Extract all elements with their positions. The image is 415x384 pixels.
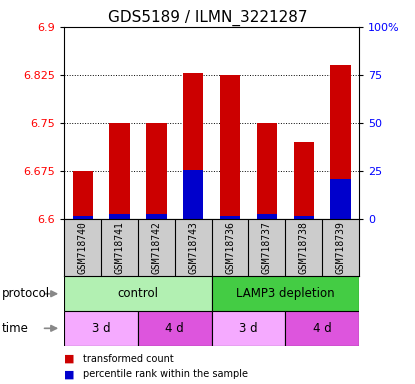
Text: GSM718741: GSM718741 xyxy=(115,221,124,274)
Bar xyxy=(146,123,166,219)
Bar xyxy=(183,73,203,219)
Text: protocol: protocol xyxy=(2,287,50,300)
Bar xyxy=(220,75,240,219)
Text: percentile rank within the sample: percentile rank within the sample xyxy=(83,369,248,379)
Text: control: control xyxy=(117,287,159,300)
Text: GSM718736: GSM718736 xyxy=(225,221,235,274)
Bar xyxy=(285,311,359,346)
Text: GSM718739: GSM718739 xyxy=(336,221,346,274)
Text: GSM718737: GSM718737 xyxy=(262,221,272,274)
Text: time: time xyxy=(2,322,29,335)
Bar xyxy=(257,214,277,219)
Bar xyxy=(293,216,314,219)
Bar xyxy=(73,216,93,219)
Text: GSM718738: GSM718738 xyxy=(299,221,309,274)
Bar xyxy=(73,171,93,219)
Text: 4 d: 4 d xyxy=(313,322,332,335)
Bar xyxy=(183,170,203,219)
Text: 3 d: 3 d xyxy=(92,322,110,335)
Bar xyxy=(330,65,351,219)
Text: GSM718740: GSM718740 xyxy=(78,221,88,274)
Bar xyxy=(110,214,130,219)
Bar xyxy=(138,311,212,346)
Text: ■: ■ xyxy=(64,369,75,379)
Bar xyxy=(64,276,212,311)
Bar xyxy=(293,142,314,219)
Bar xyxy=(146,214,166,219)
Text: LAMP3 depletion: LAMP3 depletion xyxy=(236,287,334,300)
Bar xyxy=(64,311,138,346)
Bar xyxy=(330,179,351,219)
Text: GDS5189 / ILMN_3221287: GDS5189 / ILMN_3221287 xyxy=(108,10,307,26)
Bar xyxy=(220,216,240,219)
Text: 4 d: 4 d xyxy=(166,322,184,335)
Text: GSM718742: GSM718742 xyxy=(151,221,161,274)
Bar xyxy=(212,311,286,346)
Text: GSM718743: GSM718743 xyxy=(188,221,198,274)
Bar xyxy=(257,123,277,219)
Text: ■: ■ xyxy=(64,354,75,364)
Text: 3 d: 3 d xyxy=(239,322,258,335)
Bar xyxy=(110,123,130,219)
Text: transformed count: transformed count xyxy=(83,354,174,364)
Bar xyxy=(212,276,359,311)
